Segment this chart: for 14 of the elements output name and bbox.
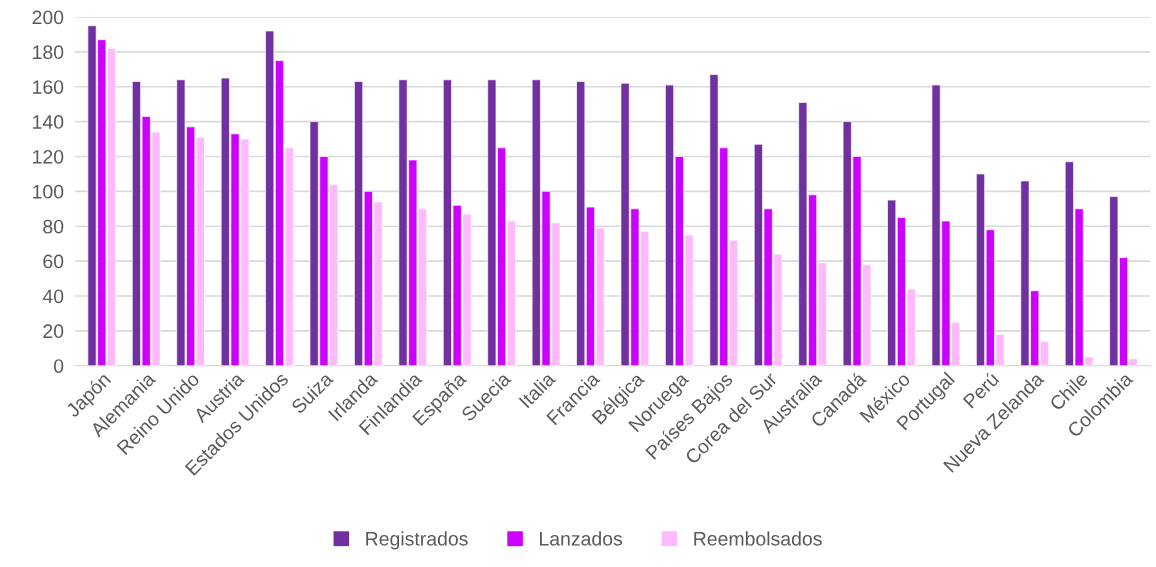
y-tick-label: 120	[33, 149, 64, 164]
y-tick-label: 160	[33, 80, 64, 94]
y-tick-label: 80	[43, 219, 64, 234]
y-tick-label: 40	[42, 289, 64, 304]
y-tick-label: 200	[32, 10, 64, 25]
y-tick-label: 20	[43, 324, 64, 339]
y-tick-label: 0	[53, 359, 64, 373]
y-tick-label: 60	[43, 254, 64, 269]
y-tick-label: 180	[33, 45, 64, 60]
legend-label: Registrados	[366, 531, 468, 550]
legend-label: Lanzados	[540, 531, 623, 546]
legend-label: Reembolsados	[694, 531, 822, 546]
y-tick-label: 140	[33, 115, 64, 129]
y-tick-label: 100	[33, 184, 64, 199]
